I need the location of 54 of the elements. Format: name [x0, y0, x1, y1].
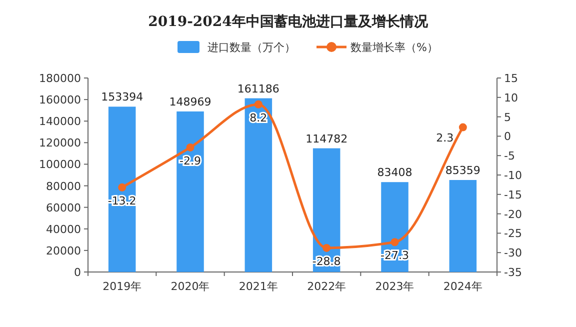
y-tick-label: 100000: [39, 158, 81, 172]
data-label: 114782: [306, 132, 348, 146]
data-label: -27.3: [380, 249, 409, 262]
y2-tick-label: -10: [504, 169, 522, 182]
y-tick-label: 40000: [46, 222, 81, 236]
y2-tick-label: -5: [504, 150, 515, 163]
y-tick-label: 140000: [39, 115, 81, 128]
y-tick-label: 20000: [46, 244, 81, 258]
legend-label: 进口数量（万个）: [208, 41, 296, 54]
bar: [381, 182, 408, 272]
point: [186, 143, 194, 152]
y-tick-label: 180000: [39, 72, 81, 85]
data-label: -28.8: [312, 254, 341, 268]
point: [322, 244, 331, 252]
bar: [244, 98, 272, 272]
data-label: 161186: [237, 82, 280, 96]
y-tick-label: 80000: [46, 180, 81, 193]
data-label: 83408: [377, 166, 412, 180]
point: [458, 123, 467, 132]
x-tick-label: 2023年: [375, 280, 414, 293]
bar: [176, 111, 204, 272]
data-label: 2.3: [436, 131, 454, 144]
y2-tick-label: -30: [504, 246, 522, 260]
point: [254, 100, 262, 108]
y-tick-label: 120000: [39, 136, 81, 150]
data-label: 148969: [169, 95, 212, 108]
x-tick-label: 2021年: [238, 280, 278, 293]
bar: [449, 180, 477, 272]
x-tick-label: 2020年: [170, 280, 210, 293]
y2-tick-label: -15: [504, 188, 522, 202]
data-label: 8.2: [250, 111, 268, 124]
y2-tick-label: 0: [504, 130, 511, 144]
x-tick-label: 2022年: [307, 280, 346, 293]
y2-tick-label: -35: [504, 266, 522, 279]
y-tick-label: 0: [74, 266, 81, 279]
x-tick-label: 2024年: [443, 280, 482, 293]
y2-tick-label: 15: [504, 72, 518, 85]
y-tick-label: 160000: [39, 94, 81, 107]
legend-label: 数量增长率（%）: [350, 41, 438, 54]
y2-tick-label: 5: [504, 110, 511, 124]
data-label: -2.9: [180, 154, 201, 168]
title: 2019-2024年中国蓄电池进口量及增长情况: [148, 14, 428, 30]
y2-tick-label: 10: [504, 91, 518, 104]
bar: [312, 148, 340, 272]
data-label: -13.2: [108, 194, 136, 208]
bar: [108, 106, 136, 272]
x-tick-label: 2019年: [102, 280, 142, 293]
y2-tick-label: -25: [504, 227, 522, 240]
point: [390, 238, 399, 246]
data-label: 85359: [445, 164, 480, 177]
y-tick-label: 60000: [46, 201, 81, 214]
point: [118, 183, 126, 192]
data-label: 153394: [101, 90, 144, 104]
y2-tick-label: -20: [504, 208, 522, 221]
